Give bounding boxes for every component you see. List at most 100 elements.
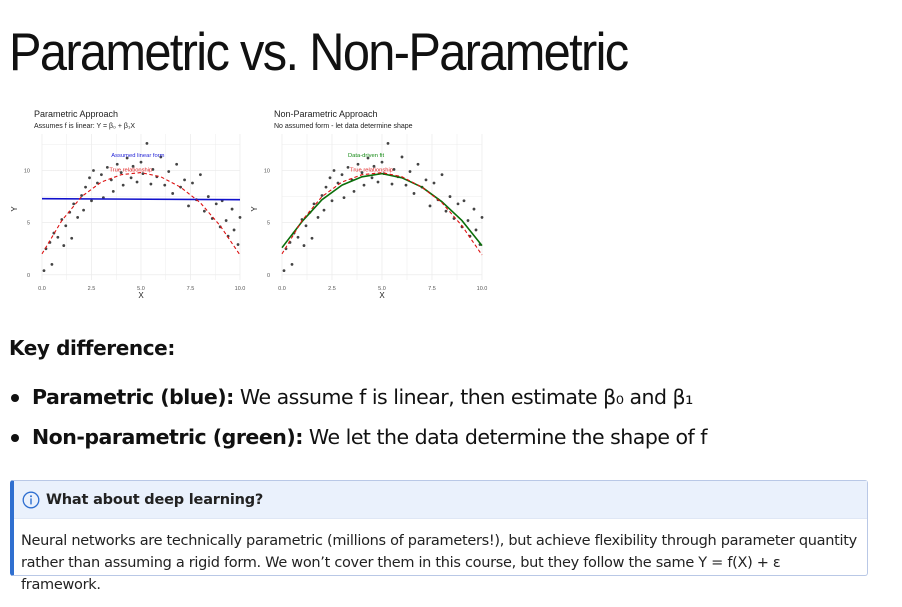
- data-point: [462, 199, 466, 203]
- data-point: [428, 204, 432, 208]
- data-point: [416, 162, 420, 166]
- x-axis-label: X: [138, 291, 144, 300]
- data-point: [125, 156, 129, 160]
- data-point: [330, 199, 334, 203]
- x-tick-label: 0.0: [38, 286, 46, 292]
- data-point: [376, 180, 380, 184]
- data-point: [336, 181, 340, 185]
- data-point: [290, 262, 294, 266]
- x-tick-label: 5.0: [378, 286, 386, 292]
- y-tick-label: 5: [27, 221, 30, 227]
- data-point: [100, 173, 103, 177]
- callout-header[interactable]: What about deep learning?: [14, 481, 867, 519]
- data-point: [191, 181, 194, 185]
- list-item-nonparametric: Non-parametric (green): We let the data …: [10, 422, 708, 462]
- data-point: [111, 189, 115, 193]
- annotation-label: Assumed linear form: [111, 153, 164, 159]
- data-point: [131, 164, 135, 168]
- data-point: [119, 171, 123, 174]
- data-point: [322, 208, 326, 212]
- data-point: [145, 141, 149, 145]
- bullet-text: We assume f is linear, then estimate β₀ …: [233, 385, 693, 409]
- data-point: [214, 202, 218, 206]
- data-point: [88, 176, 91, 180]
- key-difference-heading: Key difference:: [9, 336, 175, 360]
- chart-subtitle: Assumes f is linear: Y = β₀ + β₁X: [34, 123, 135, 130]
- data-point: [187, 204, 190, 208]
- data-point: [456, 202, 460, 206]
- data-point: [310, 236, 314, 240]
- annotation-label: True relationship: [350, 168, 393, 174]
- data-point: [372, 164, 376, 168]
- y-tick-label: 0: [27, 273, 30, 279]
- data-point: [232, 228, 236, 232]
- y-tick-label: 0: [267, 273, 270, 279]
- data-point: [444, 209, 448, 213]
- data-point: [352, 189, 356, 193]
- data-point: [390, 182, 394, 186]
- data-point: [163, 183, 167, 187]
- y-tick-label: 10: [24, 169, 30, 175]
- page-title: Parametric vs. Non-Parametric: [9, 23, 629, 82]
- data-point: [129, 176, 133, 180]
- data-point: [206, 195, 210, 198]
- data-point: [392, 168, 396, 171]
- x-tick-label: 2.5: [88, 286, 96, 292]
- data-point: [80, 194, 83, 197]
- data-point: [474, 228, 478, 232]
- callout-title: What about deep learning?: [46, 491, 264, 508]
- data-point: [332, 169, 336, 172]
- data-point: [282, 269, 286, 273]
- data-point: [238, 216, 242, 219]
- data-point: [82, 208, 85, 212]
- x-tick-label: 2.5: [328, 286, 336, 292]
- chart-subtitle: No assumed form - let data determine sha…: [274, 123, 413, 130]
- data-point: [149, 182, 153, 186]
- data-point: [380, 160, 384, 164]
- data-point: [175, 162, 179, 166]
- data-point: [70, 236, 74, 240]
- info-icon: [22, 491, 40, 508]
- data-point: [400, 155, 404, 159]
- fit-line: [41, 197, 241, 201]
- difference-list: Parametric (blue): We assume f is linear…: [10, 382, 708, 462]
- data-point: [236, 243, 240, 246]
- data-point: [302, 244, 306, 247]
- data-point: [183, 178, 186, 182]
- x-tick-label: 10.0: [235, 286, 246, 292]
- callout-body: Neural networks are technically parametr…: [21, 533, 857, 593]
- data-point: [151, 168, 155, 171]
- data-point: [50, 262, 54, 266]
- data-point: [96, 181, 99, 185]
- data-point: [159, 155, 163, 159]
- data-point: [105, 165, 109, 169]
- data-point: [42, 269, 46, 273]
- data-point: [230, 207, 234, 211]
- data-point: [56, 235, 60, 239]
- data-point: [167, 170, 171, 173]
- data-point: [362, 183, 366, 187]
- data-point: [171, 192, 175, 195]
- data-point: [62, 244, 66, 247]
- y-tick-label: 5: [267, 221, 270, 227]
- data-point: [92, 169, 95, 172]
- data-point: [440, 173, 444, 177]
- x-tick-label: 7.5: [428, 286, 436, 292]
- chart-title: Parametric Approach: [34, 109, 118, 119]
- y-tick-label: 10: [264, 169, 270, 175]
- y-axis-label: Y: [10, 206, 19, 212]
- x-axis-label: X: [379, 291, 385, 300]
- annotation-label: True relationship: [109, 168, 152, 174]
- data-point: [202, 209, 206, 213]
- data-point: [135, 180, 139, 184]
- data-point: [412, 192, 416, 195]
- bullet-label: Parametric (blue):: [32, 385, 234, 409]
- true-relationship-line: [41, 172, 241, 256]
- data-point: [324, 185, 328, 189]
- x-tick-label: 10.0: [477, 286, 488, 292]
- comparison-plots: Parametric Approach Assumes f is linear: …: [10, 109, 488, 300]
- data-point: [76, 216, 80, 219]
- data-point: [366, 156, 370, 160]
- list-item-parametric: Parametric (blue): We assume f is linear…: [10, 382, 707, 422]
- data-point: [342, 196, 346, 200]
